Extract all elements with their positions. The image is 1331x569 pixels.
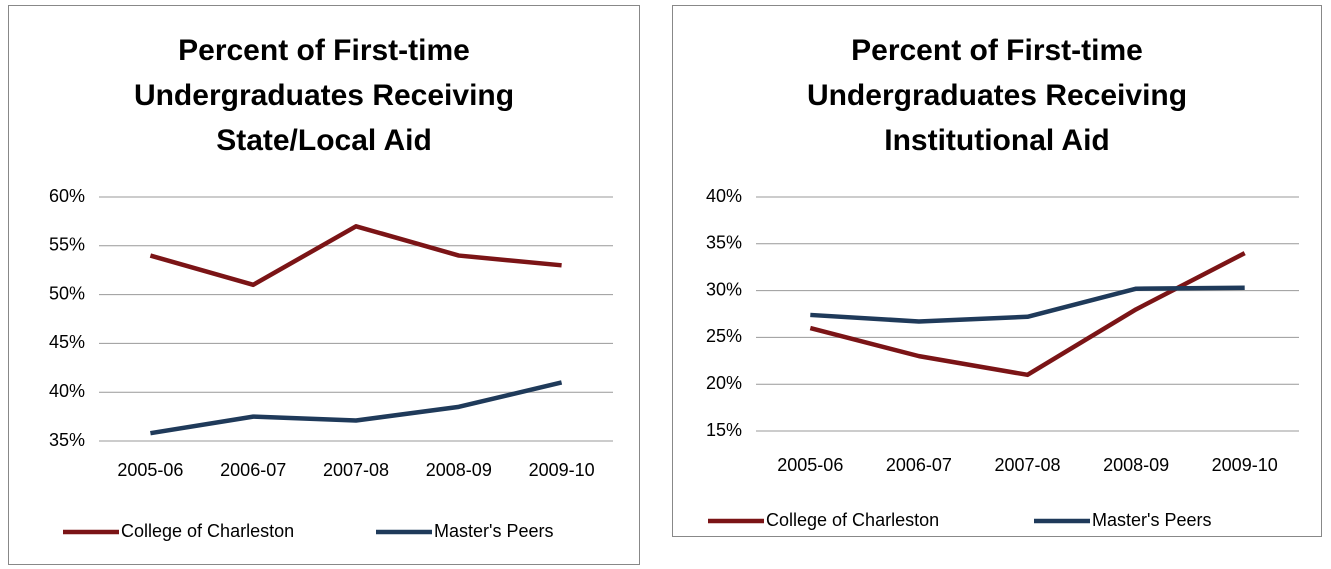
x-tick-label: 2009-10 xyxy=(529,460,595,480)
legend-label: College of Charleston xyxy=(766,510,939,530)
y-tick-label: 40% xyxy=(49,381,85,401)
series-line xyxy=(809,251,1246,378)
y-tick-label: 55% xyxy=(49,235,85,255)
series-line xyxy=(150,380,563,436)
y-tick-label: 15% xyxy=(706,420,742,440)
series-line xyxy=(810,285,1245,324)
x-tick-label: 2006-07 xyxy=(220,460,286,480)
y-tick-label: 35% xyxy=(49,430,85,450)
x-tick-label: 2005-06 xyxy=(777,455,843,475)
y-tick-label: 20% xyxy=(706,373,742,393)
y-tick-label: 35% xyxy=(706,233,742,253)
y-tick-label: 50% xyxy=(49,283,85,303)
legend-label: College of Charleston xyxy=(121,521,294,541)
legend-label: Master's Peers xyxy=(434,521,553,541)
x-tick-label: 2006-07 xyxy=(886,455,952,475)
y-tick-label: 45% xyxy=(49,332,85,352)
y-tick-label: 25% xyxy=(706,326,742,346)
x-tick-label: 2008-09 xyxy=(1103,455,1169,475)
chart: Percent of First-time Undergraduates Rec… xyxy=(672,5,1322,537)
x-tick-label: 2005-06 xyxy=(117,460,183,480)
x-tick-label: 2009-10 xyxy=(1212,455,1278,475)
y-tick-label: 40% xyxy=(706,186,742,206)
x-tick-label: 2007-08 xyxy=(994,455,1060,475)
chart-title: Percent of First-time Undergraduates Rec… xyxy=(133,34,515,157)
chart-title: Percent of First-time Undergraduates Rec… xyxy=(806,34,1188,157)
legend-label: Master's Peers xyxy=(1092,510,1211,530)
plot: 15% 20% 25% 30% 35% 40% 2005-06 2006-07 2007-08 2… xyxy=(706,186,1299,530)
x-tick-label: 2008-09 xyxy=(426,460,492,480)
chart: Percent of First-time Undergraduates Rec… xyxy=(8,5,640,565)
x-tick-label: 2007-08 xyxy=(323,460,389,480)
y-tick-label: 30% xyxy=(706,279,742,299)
series-line xyxy=(149,224,562,288)
y-tick-label: 60% xyxy=(49,186,85,206)
plot: 35% 40% 45% 50% 55% 60% 2005-06 2006-07 2007-08 2… xyxy=(49,186,613,541)
